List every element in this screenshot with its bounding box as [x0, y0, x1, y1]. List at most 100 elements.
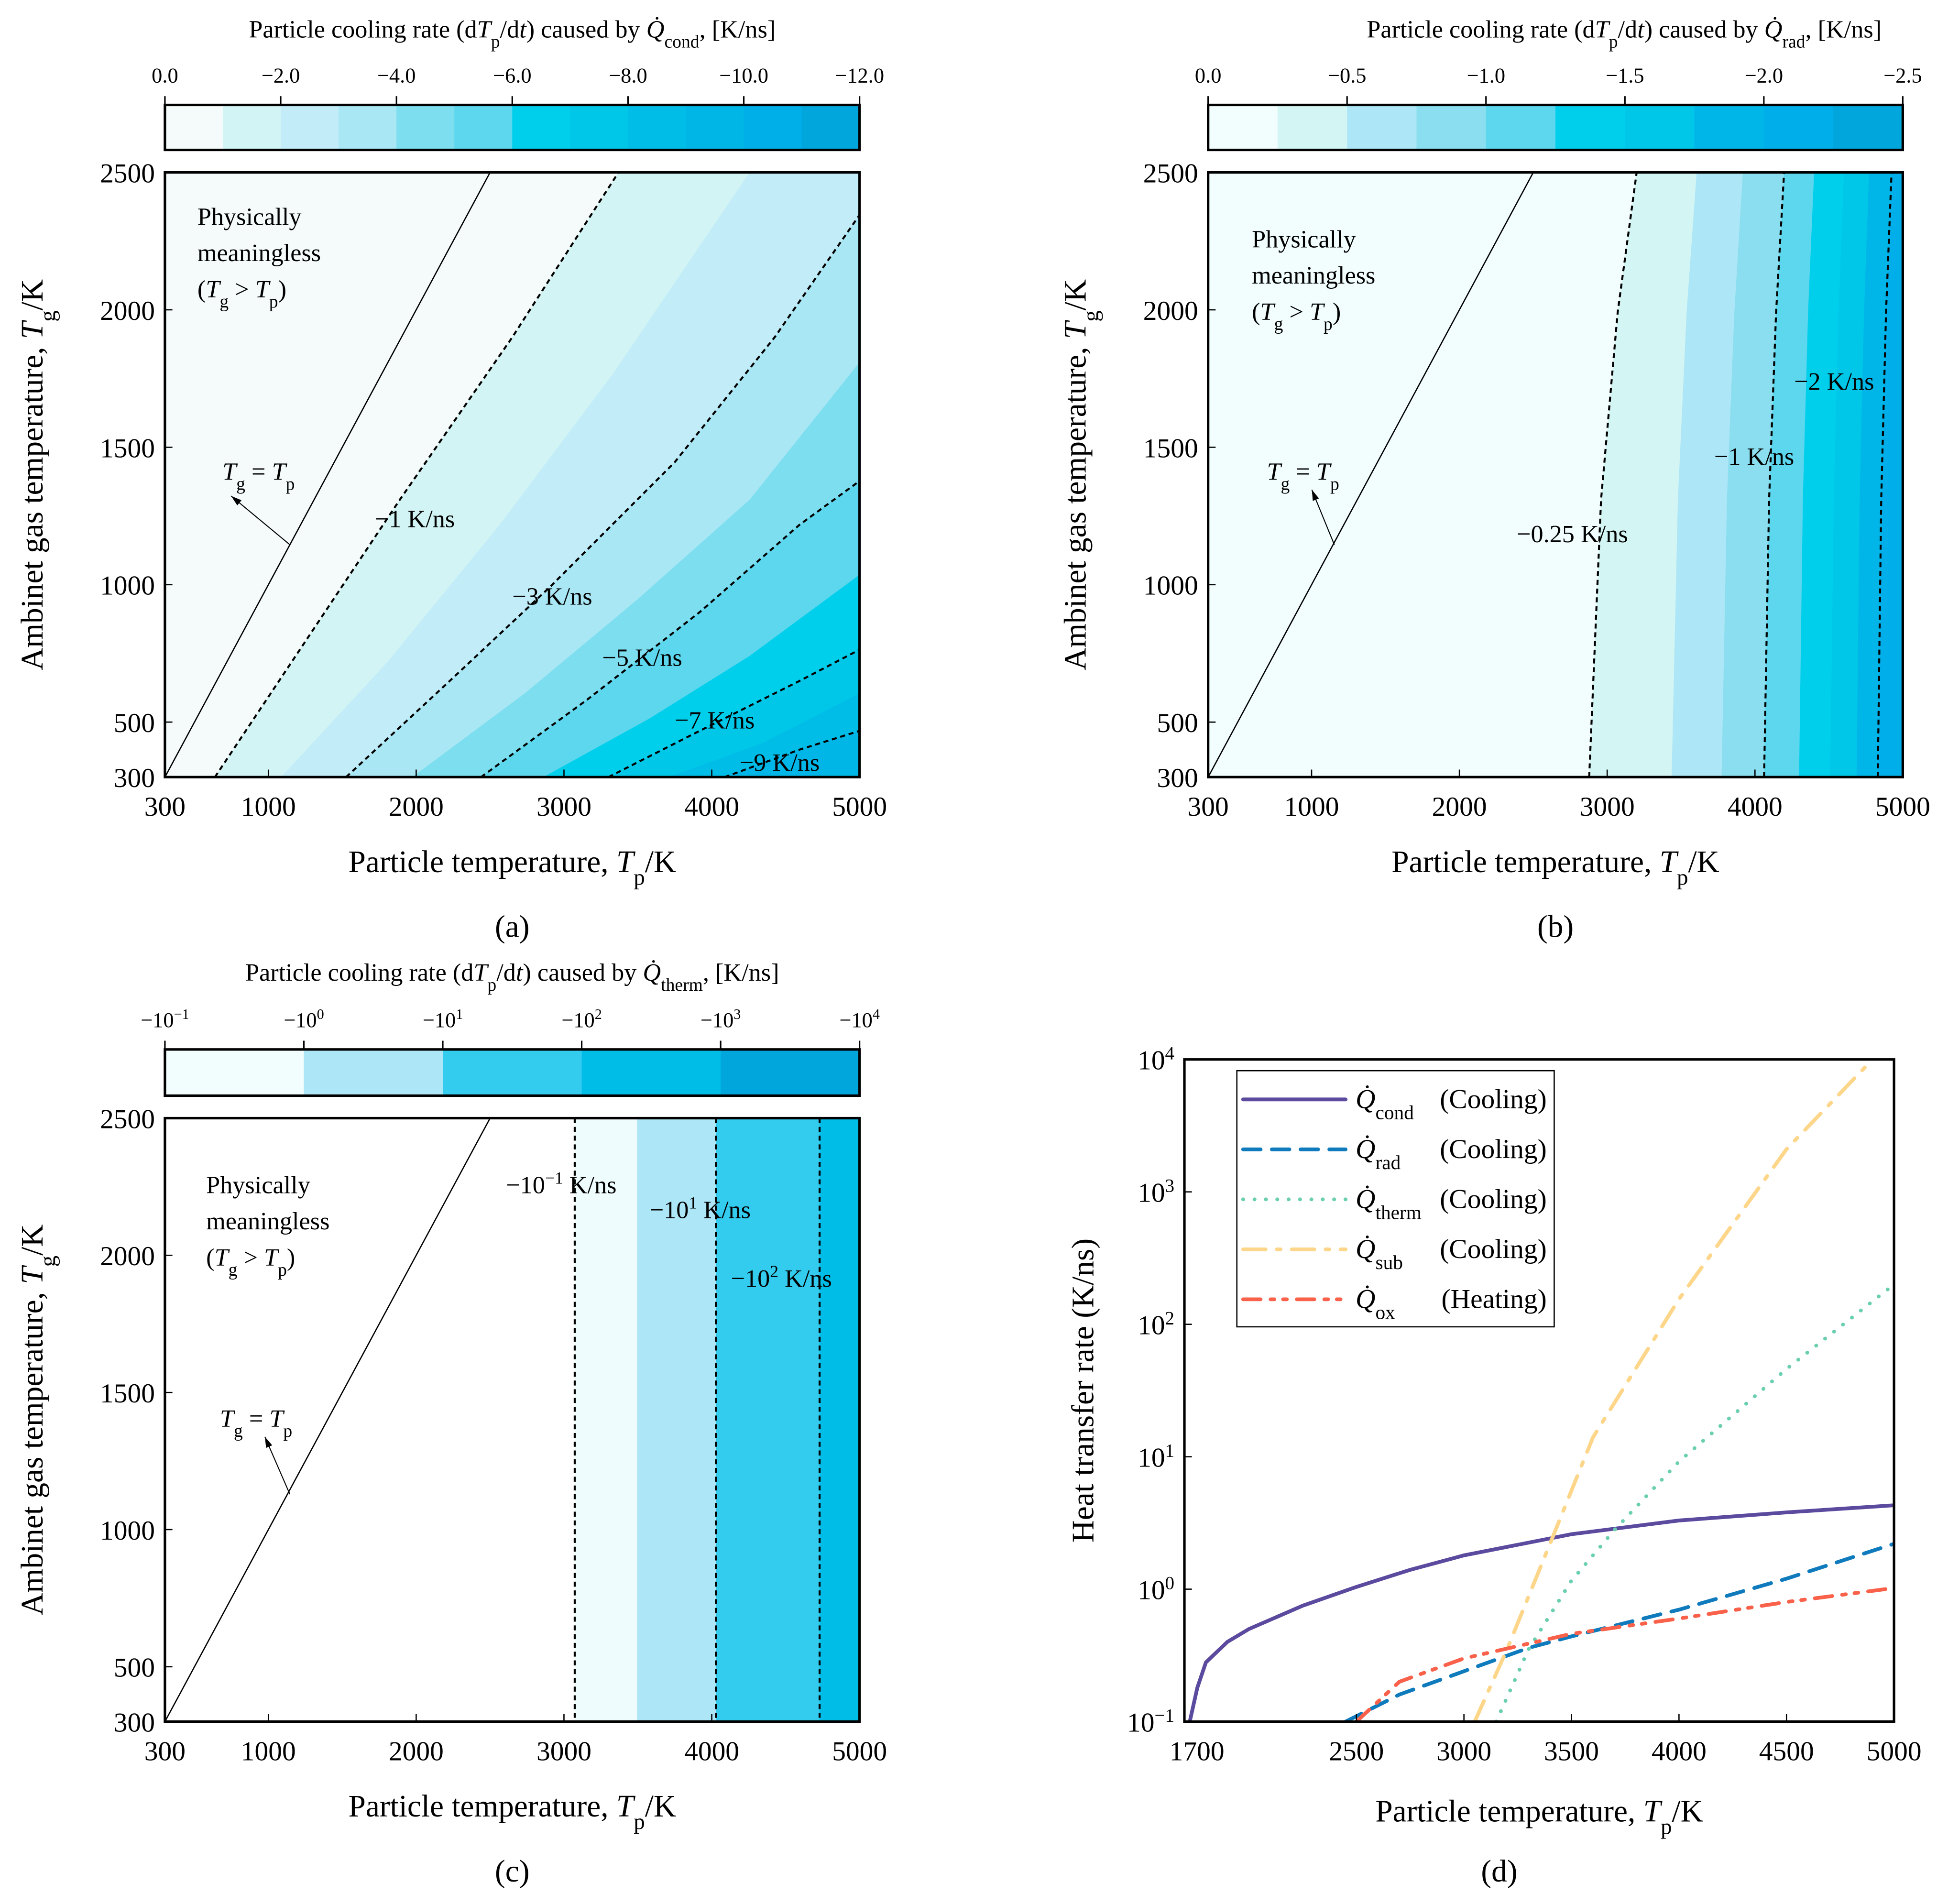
colorbar-title-part: Particle cooling rate (d — [1367, 15, 1595, 43]
region-condition-part: g — [229, 1260, 238, 1280]
y-tick-label-part: 1000 — [100, 1516, 155, 1546]
x-tick-label: 4500 — [1759, 1737, 1814, 1767]
colorbar-title-part: Particle cooling rate (d — [245, 959, 473, 986]
colorbar-tick-label-part: −0.5 — [1328, 63, 1367, 87]
x-tick-label: 300 — [144, 1737, 186, 1767]
colorbar-tick-label-part: 0.0 — [152, 63, 178, 87]
contour-label-part: −2 K/ns — [1794, 368, 1874, 395]
y-tick-label-part: 4 — [1165, 1043, 1175, 1063]
colorbar-tick-label-part: 0.0 — [1195, 63, 1222, 87]
y-tick-label-part: 500 — [114, 708, 155, 738]
panel-label-part: (c) — [495, 1854, 530, 1889]
panel-label-part: (a) — [495, 910, 530, 944]
contour-line — [1877, 172, 1893, 777]
contour-label-part: −7 K/ns — [675, 706, 755, 734]
x-tick-label: 4000 — [1728, 792, 1783, 822]
plot-frame — [164, 1116, 861, 1723]
colorbar-tick-label: −102 — [561, 1006, 602, 1032]
colorbar-title: Particle cooling rate (dTp/dt) caused by… — [245, 959, 779, 995]
colorbar-swatch — [443, 1049, 582, 1096]
x-tick-label: 2000 — [389, 1737, 444, 1767]
y-tick-label: 1500 — [100, 433, 155, 463]
x-axis-label-part: T — [1660, 845, 1679, 879]
x-tick-label-part: 3000 — [536, 1737, 591, 1767]
colorbar-swatch — [801, 105, 860, 150]
x-tick-label-part: 1000 — [241, 792, 296, 822]
region-label-part: meaningless — [206, 1207, 329, 1235]
y-axis-label-part: /K — [15, 279, 50, 310]
colorbar-frame — [1207, 103, 1904, 152]
x-axis-label-part: /K — [645, 1789, 676, 1824]
y-tick-label-part: 2500 — [100, 158, 155, 188]
region-label: meaningless — [1252, 262, 1375, 289]
contour-label: −9 K/ns — [740, 749, 820, 777]
x-axis-label-part: /K — [1688, 845, 1719, 879]
region-condition: (Tg > Tp) — [197, 275, 286, 312]
y-tick-label: 100 — [1138, 1573, 1174, 1606]
y-tick-label-part: 0 — [1165, 1573, 1175, 1593]
panel-c: Particle cooling rate (dTp/dt) caused by… — [15, 959, 887, 1889]
x-axis-label-part: p — [634, 1809, 645, 1834]
y-tick-label-part: 10 — [1138, 1443, 1165, 1473]
colorbar-tick-label-part: 0 — [317, 1006, 324, 1022]
colorbar-swatch — [222, 105, 282, 150]
x-axis-label: Particle temperature, Tp/K — [349, 845, 676, 890]
colorbar-tick-label: −104 — [839, 1006, 880, 1032]
tg-equals-tp-label-part: T — [222, 458, 238, 485]
x-axis-label: Particle temperature, Tp/K — [1375, 1795, 1703, 1839]
colorbar-tick-label: −12.0 — [835, 63, 884, 87]
x-tick-label-part: 2000 — [1432, 792, 1487, 822]
colorbar-title-part: p — [1609, 32, 1618, 52]
x-tick-label-part: 4000 — [684, 1737, 739, 1767]
legend-label-part: therm — [1375, 1202, 1422, 1224]
legend-label-part: Q̇ — [1356, 1284, 1376, 1314]
colorbar-tick-label-part: 2 — [595, 1006, 602, 1022]
tg-equals-tp-label-part: g — [236, 474, 245, 494]
x-tick-label-part: 4000 — [1652, 1737, 1707, 1767]
x-axis-label-part: Particle temperature, — [1375, 1795, 1643, 1829]
y-tick-label: 1500 — [1143, 433, 1198, 463]
contour-label: −1 K/ns — [1714, 443, 1794, 471]
contour-band — [1878, 172, 1903, 777]
y-tick-label-part: 300 — [114, 1707, 155, 1738]
y-tick-label: 500 — [1157, 708, 1198, 738]
y-tick-label: 2000 — [100, 296, 155, 326]
x-axis-label-part: Particle temperature, — [349, 845, 616, 879]
colorbar-title-part: /d — [500, 15, 520, 43]
x-tick-label-part: 5000 — [832, 1737, 887, 1767]
colorbar-tick-label: −10−1 — [141, 1006, 189, 1032]
colorbar-title-part: T — [477, 15, 493, 43]
contour-line — [724, 730, 860, 777]
legend-label-part: Q̇ — [1356, 1234, 1376, 1264]
y-tick-label: 1500 — [100, 1379, 155, 1409]
y-tick-label-part: 300 — [114, 763, 155, 793]
tg-equals-tp-label-part: p — [1330, 474, 1339, 494]
y-tick-label: 500 — [114, 1653, 155, 1683]
colorbar-title-part: T — [1595, 15, 1611, 43]
legend-label-part: Q̇ — [1356, 1184, 1376, 1215]
colorbar-tick-label: −103 — [700, 1006, 741, 1032]
colorbar-tick-label-part: −10 — [284, 1008, 317, 1032]
region-label-part: Physically — [197, 203, 302, 230]
x-tick-label: 1700 — [1170, 1737, 1225, 1767]
y-axis-label-part: Ambinet gas temperature, — [15, 339, 50, 670]
colorbar-swatch — [581, 1049, 722, 1096]
region-condition-part: > — [237, 1244, 264, 1271]
y-tick-label-part: 10 — [1138, 1311, 1165, 1341]
y-axis-label-part: Heat transfer rate (K/ns) — [1066, 1238, 1100, 1543]
panel-label: (d) — [1481, 1854, 1517, 1889]
y-tick-label: 300 — [114, 763, 155, 793]
panel-label-part: (d) — [1481, 1854, 1517, 1889]
x-tick-label: 4000 — [684, 1737, 739, 1767]
x-tick-label-part: 3000 — [536, 792, 591, 822]
legend-note-part: (Cooling) — [1440, 1184, 1546, 1215]
colorbar-tick-label: 0.0 — [152, 63, 178, 87]
x-tick-label: 3000 — [1580, 792, 1635, 822]
colorbar-swatch — [454, 105, 513, 150]
x-tick-label-part: 2500 — [1329, 1737, 1384, 1767]
y-tick-label-part: 500 — [1157, 708, 1198, 738]
y-tick-label-part: 2500 — [100, 1104, 155, 1134]
region-condition-part: T — [215, 1244, 230, 1271]
colorbar-swatch — [721, 1049, 860, 1096]
